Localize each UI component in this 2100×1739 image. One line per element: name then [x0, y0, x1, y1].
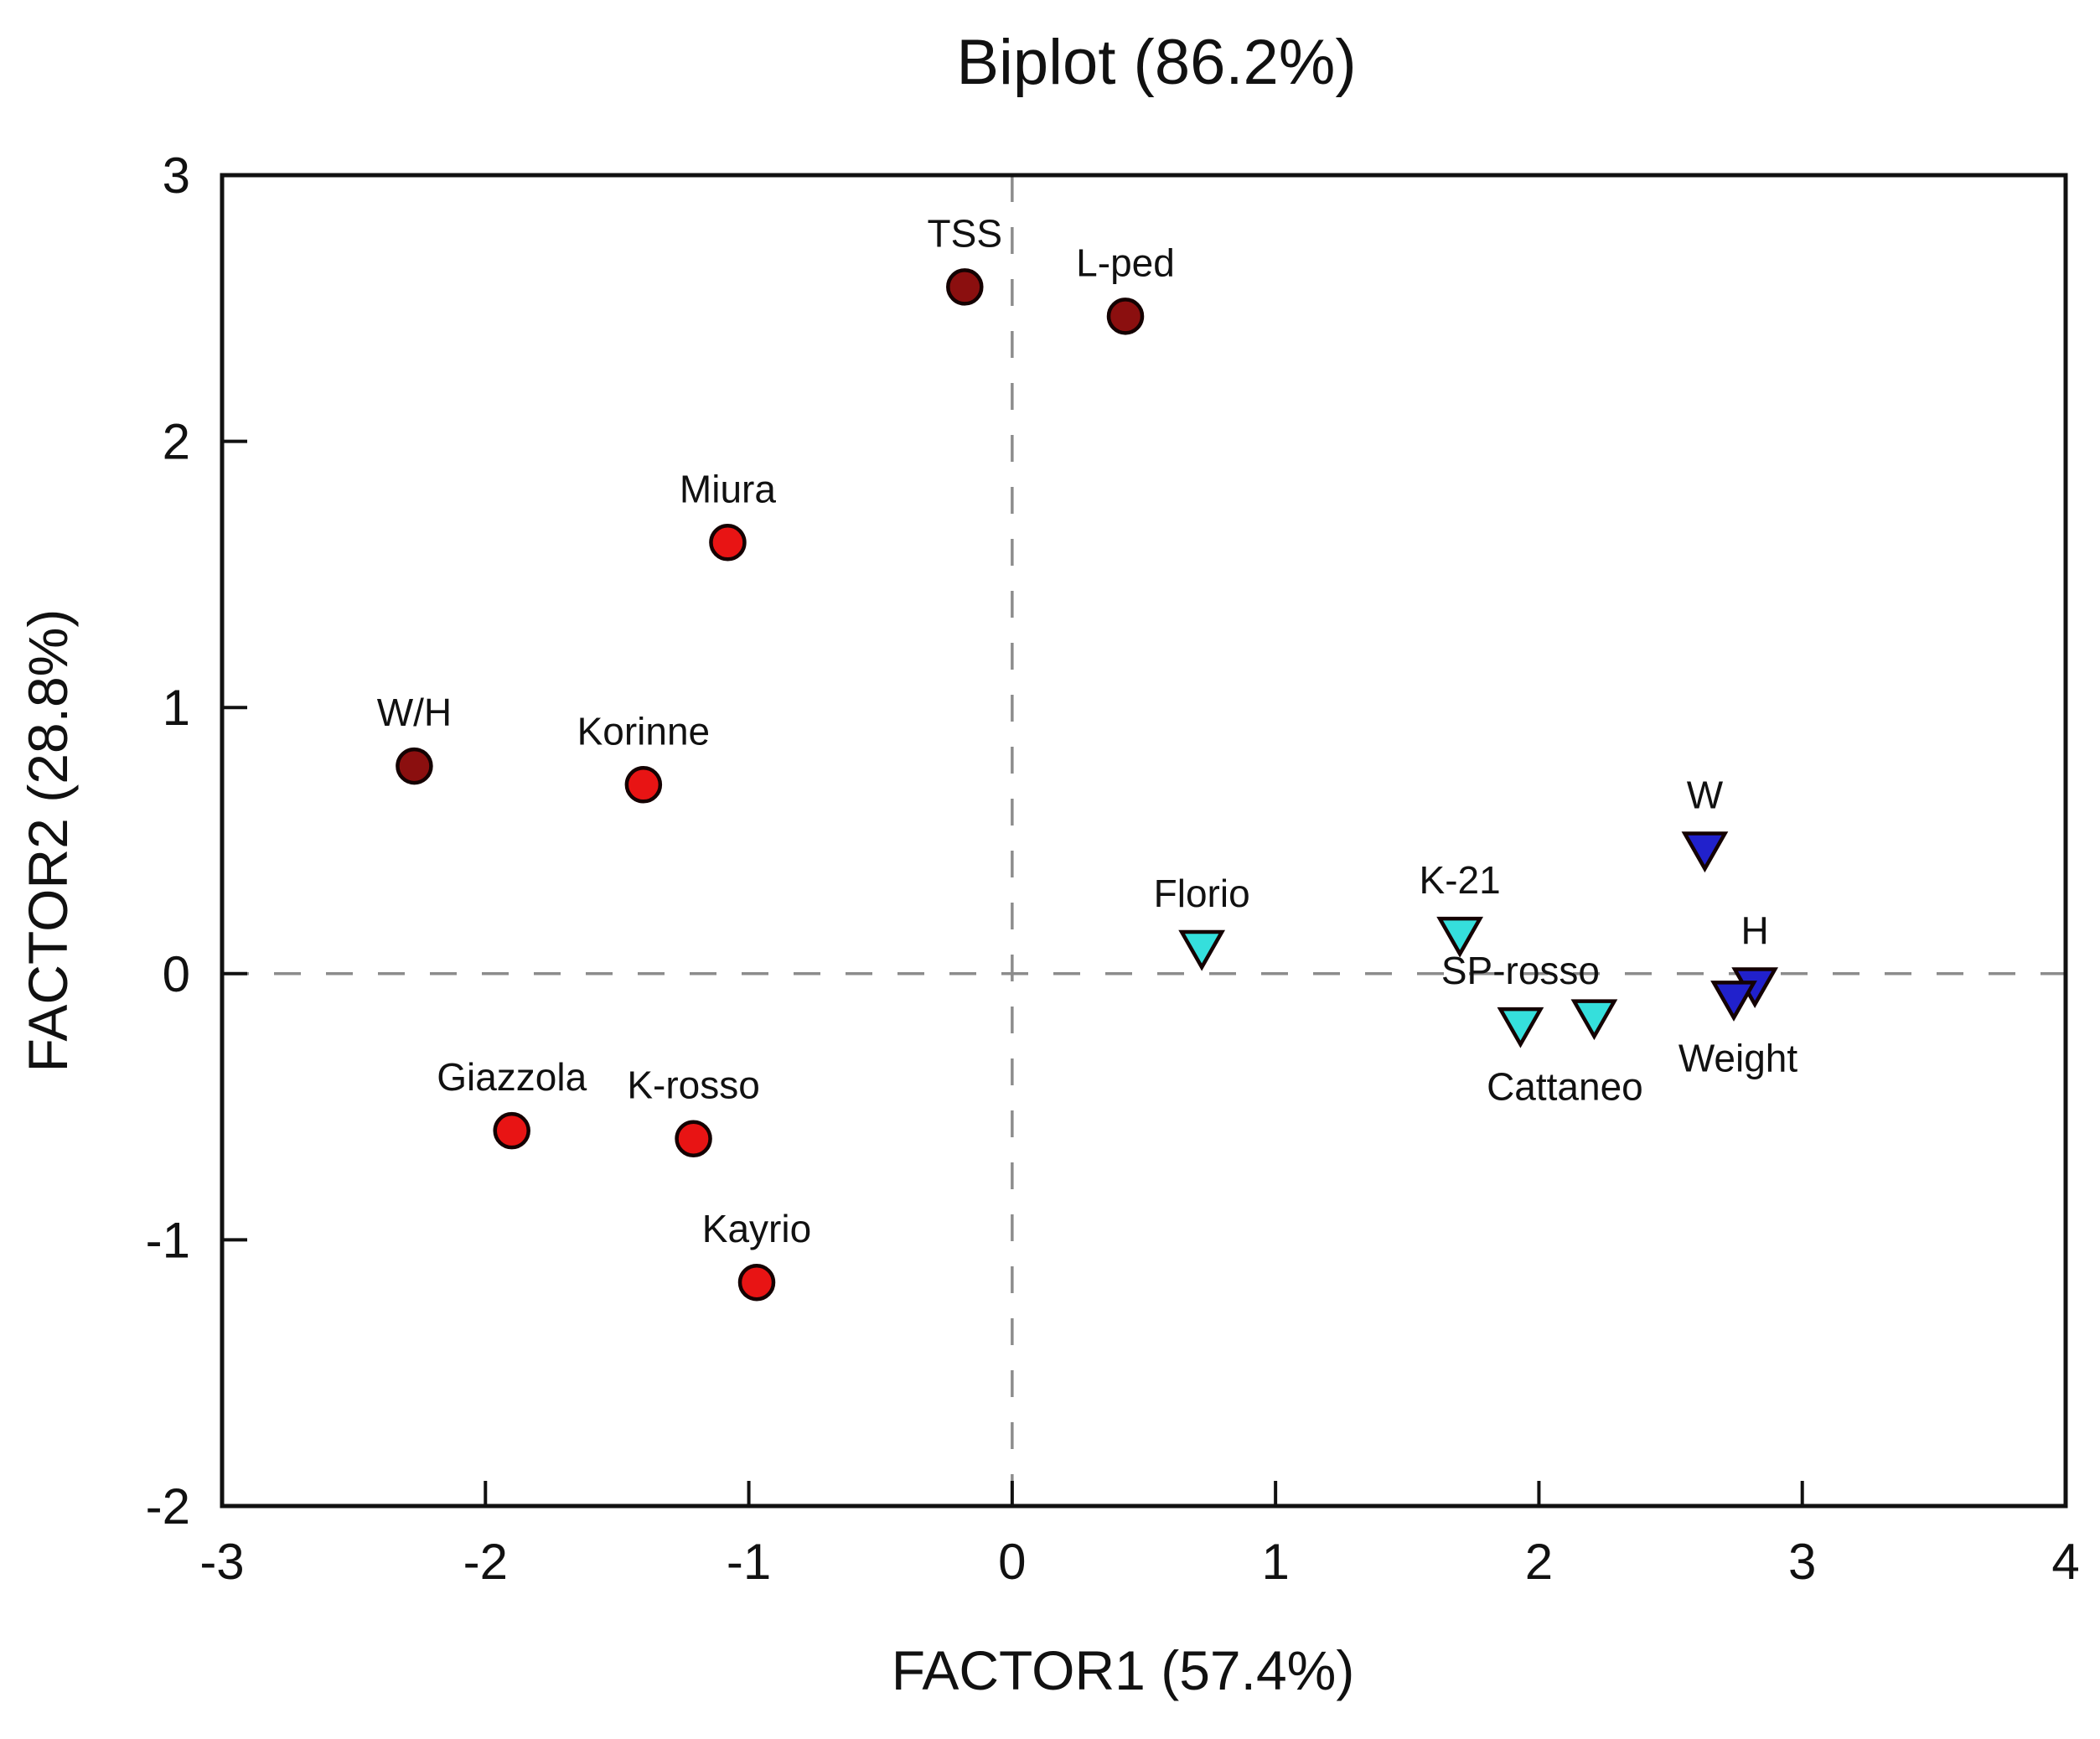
data-point-miura: [709, 524, 747, 562]
y-axis-tick-label-0: 0: [163, 946, 190, 1002]
data-point-w-h: [396, 747, 433, 785]
data-point-giazzola: [493, 1111, 530, 1150]
point-label-k-rosso: K-rosso: [627, 1064, 759, 1107]
x-axis-tick-label-1: 1: [1261, 1534, 1289, 1590]
point-label-sp-rosso: SP-rosso: [1441, 949, 1600, 992]
point-label-w: W: [1687, 774, 1724, 817]
point-label-korinne: Korinne: [577, 709, 711, 753]
x-axis-tick-label-0: 0: [998, 1534, 1026, 1590]
x-axis-tick-label--1: -1: [727, 1534, 771, 1590]
x-axis-tick-label-2: 2: [1525, 1534, 1553, 1590]
data-point-cattaneo: [1570, 999, 1618, 1041]
y-axis-tick-label-3: 3: [163, 148, 190, 204]
point-label-weight: Weight: [1678, 1036, 1798, 1079]
point-label-kayrio: Kayrio: [702, 1207, 811, 1250]
y-axis-title: FACTOR2 (28.8%): [17, 609, 79, 1073]
data-point-sp-rosso: [1497, 1007, 1544, 1048]
point-label-miura: Miura: [680, 467, 776, 510]
plot-border: [220, 173, 2068, 1509]
x-axis-tick-label-3: 3: [1788, 1534, 1816, 1590]
data-point-tss: [946, 268, 984, 306]
point-label-florio: Florio: [1154, 872, 1250, 915]
point-label-l-ped: L-ped: [1076, 241, 1175, 284]
point-label-giazzola: Giazzola: [437, 1055, 587, 1099]
data-point-l-ped: [1106, 298, 1145, 335]
data-point-k-rosso: [675, 1120, 712, 1157]
chart-title: Biplot (86.2%): [956, 27, 1356, 98]
point-label-tss: TSS: [928, 211, 1002, 255]
data-point-kayrio: [737, 1263, 776, 1302]
x-axis-tick-label--2: -2: [463, 1534, 508, 1590]
point-label-cattaneo: Cattaneo: [1487, 1065, 1643, 1109]
y-axis-tick-label-2: 2: [163, 414, 190, 470]
x-axis-tick-label--3: -3: [199, 1534, 244, 1590]
y-axis-tick-label--2: -2: [146, 1478, 190, 1535]
data-point-weight: [1710, 981, 1757, 1022]
point-label-h: H: [1741, 909, 1769, 953]
y-axis-tick-label--1: -1: [146, 1212, 190, 1268]
data-point-w: [1681, 831, 1729, 873]
data-point-florio: [1178, 929, 1226, 971]
point-label-w-h: W/H: [377, 691, 452, 734]
data-point-korinne: [624, 766, 663, 804]
y-axis-tick-label-1: 1: [163, 680, 190, 736]
point-label-k-21: K-21: [1420, 858, 1501, 902]
data-point-k-21: [1436, 916, 1484, 958]
x-axis-title: FACTOR1 (57.4%): [892, 1639, 1355, 1701]
x-axis-tick-label-4: 4: [2051, 1534, 2079, 1590]
